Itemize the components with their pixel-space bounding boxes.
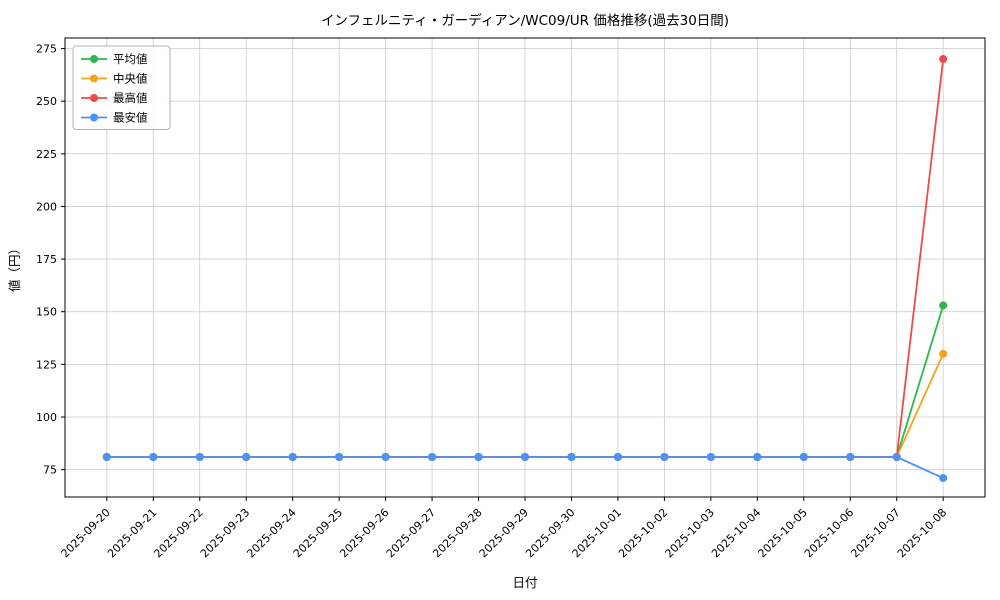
data-point bbox=[335, 452, 344, 461]
data-point bbox=[939, 349, 948, 358]
data-point bbox=[939, 474, 948, 483]
data-point bbox=[706, 452, 715, 461]
legend-label: 中央値 bbox=[113, 72, 148, 86]
y-tick-label: 125 bbox=[36, 358, 57, 371]
y-tick-label: 75 bbox=[43, 464, 57, 477]
x-tick-label: 2025-10-08 bbox=[895, 506, 949, 560]
y-tick-label: 200 bbox=[36, 200, 57, 213]
data-point bbox=[149, 452, 158, 461]
legend-label: 平均値 bbox=[113, 52, 148, 66]
x-axis-label: 日付 bbox=[512, 575, 537, 590]
y-tick-label: 225 bbox=[36, 148, 57, 161]
data-point bbox=[567, 452, 576, 461]
y-tick-label: 100 bbox=[36, 411, 57, 424]
data-point bbox=[288, 452, 297, 461]
data-point bbox=[474, 452, 483, 461]
chart-title: インフェルニティ・ガーディアン/WC09/UR 価格推移(過去30日間) bbox=[321, 12, 729, 29]
data-point bbox=[521, 452, 529, 461]
y-axis-label: 値（円） bbox=[7, 242, 22, 292]
data-point bbox=[242, 452, 251, 461]
y-tick-label: 150 bbox=[36, 306, 57, 319]
legend-marker bbox=[90, 94, 98, 102]
legend-marker bbox=[90, 74, 98, 83]
legend-marker bbox=[90, 55, 98, 63]
series-3 bbox=[102, 452, 948, 483]
data-point bbox=[939, 55, 948, 64]
data-point bbox=[939, 301, 948, 310]
data-point bbox=[892, 452, 901, 461]
legend-label: 最高値 bbox=[113, 91, 148, 105]
y-tick-label: 250 bbox=[36, 95, 57, 108]
data-point bbox=[613, 452, 622, 461]
y-tick-label: 275 bbox=[36, 43, 57, 56]
axis-ticks: 751001251501752002252502752025-09-202025… bbox=[36, 43, 949, 561]
data-point bbox=[102, 452, 111, 461]
y-tick-label: 175 bbox=[36, 253, 57, 266]
legend-label: 最安値 bbox=[113, 111, 148, 125]
data-point bbox=[381, 452, 390, 461]
data-point bbox=[753, 452, 762, 461]
data-point bbox=[660, 452, 669, 461]
data-point bbox=[428, 452, 437, 461]
data-point bbox=[799, 452, 808, 461]
legend-marker bbox=[90, 113, 98, 122]
data-point bbox=[846, 452, 855, 461]
gridlines bbox=[65, 38, 985, 497]
data-point bbox=[195, 452, 204, 461]
legend-box bbox=[72, 45, 171, 130]
